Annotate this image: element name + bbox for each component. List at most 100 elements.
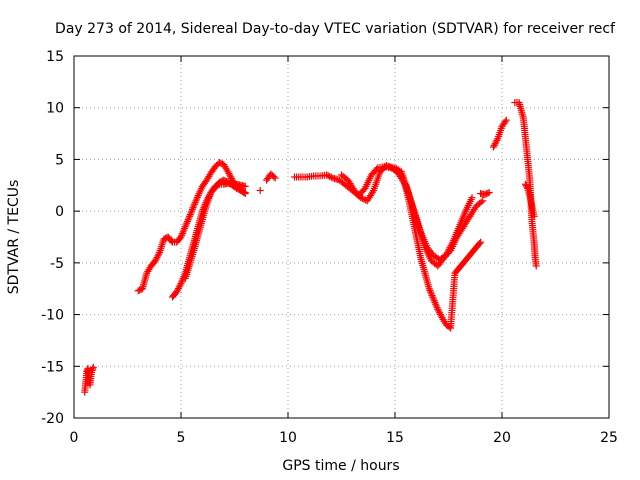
y-tick-label: -10 xyxy=(41,308,64,324)
series-arc-c xyxy=(181,179,249,282)
series-peak-fall xyxy=(511,99,540,270)
data-point xyxy=(426,286,434,294)
data-point xyxy=(180,226,188,234)
series-peak-side xyxy=(522,180,538,220)
plot-frame xyxy=(73,55,610,419)
data-point xyxy=(479,197,487,205)
data-point xyxy=(490,141,498,149)
data-point xyxy=(225,169,233,177)
data-point xyxy=(177,233,185,241)
data-point xyxy=(436,309,444,317)
x-tick-label: 20 xyxy=(493,430,511,446)
data-point xyxy=(241,182,249,190)
data-point xyxy=(174,286,182,294)
series-short-arc xyxy=(263,170,279,184)
data-point xyxy=(434,305,442,313)
data-point xyxy=(178,231,186,239)
data-point xyxy=(181,223,189,231)
data-point xyxy=(187,209,195,217)
y-tick-label: -5 xyxy=(50,256,64,272)
data-point xyxy=(185,214,193,222)
data-point xyxy=(224,168,232,176)
series-midday-1 xyxy=(290,163,485,332)
data-point xyxy=(429,293,437,301)
data-point xyxy=(523,183,531,191)
data-point xyxy=(431,299,439,307)
data-point xyxy=(501,118,509,126)
data-point xyxy=(151,257,159,265)
data-point xyxy=(430,297,438,305)
data-point xyxy=(173,288,181,296)
data-point xyxy=(326,172,334,180)
data-point xyxy=(154,252,162,260)
data-point xyxy=(532,262,540,270)
data-point xyxy=(502,116,510,124)
data-point xyxy=(485,189,493,197)
series-early-cluster xyxy=(81,363,97,396)
data-point xyxy=(184,216,192,224)
y-tick-label: 0 xyxy=(55,204,64,220)
data-point xyxy=(323,171,331,179)
data-point xyxy=(152,255,160,263)
data-point xyxy=(179,228,187,236)
data-point xyxy=(183,217,191,225)
data-point xyxy=(436,310,444,318)
data-point xyxy=(369,188,377,196)
data-point xyxy=(433,304,441,312)
data-point xyxy=(191,199,199,207)
data-point xyxy=(155,250,163,258)
data-point xyxy=(327,173,335,181)
data-point xyxy=(432,302,440,310)
data-point xyxy=(188,207,196,215)
data-point xyxy=(492,138,500,146)
data-marks xyxy=(81,99,540,396)
data-point xyxy=(192,197,200,205)
data-point xyxy=(240,188,248,196)
data-point xyxy=(227,173,235,181)
x-tick-label: 10 xyxy=(279,430,297,446)
series-evening-rise xyxy=(489,116,510,151)
data-point xyxy=(89,363,97,371)
data-point xyxy=(477,238,485,246)
data-point xyxy=(432,300,440,308)
data-point xyxy=(324,172,332,180)
data-point xyxy=(358,194,366,202)
data-point xyxy=(174,285,182,293)
data-point xyxy=(178,278,186,286)
x-tick-label: 15 xyxy=(386,430,404,446)
data-point xyxy=(476,239,484,247)
data-point xyxy=(178,230,186,238)
data-point xyxy=(241,189,249,197)
data-point xyxy=(435,307,443,315)
y-tick-label: 15 xyxy=(46,49,64,65)
data-point xyxy=(191,200,199,208)
data-point xyxy=(489,143,497,151)
x-tick-label: 5 xyxy=(177,430,186,446)
data-point xyxy=(167,237,175,245)
series-isolated xyxy=(256,186,264,194)
data-point xyxy=(175,283,183,291)
data-point xyxy=(270,173,278,181)
data-point xyxy=(190,202,198,210)
x-axis-label: GPS time / hours xyxy=(282,458,399,474)
data-point xyxy=(468,194,476,202)
y-axis-label: SDTVAR / TECUs xyxy=(6,180,22,295)
data-point xyxy=(427,290,435,298)
data-point xyxy=(183,219,191,227)
data-point xyxy=(188,205,196,213)
data-point xyxy=(491,140,499,148)
data-point xyxy=(176,281,184,289)
data-point xyxy=(193,195,201,203)
data-point xyxy=(182,221,190,229)
data-point xyxy=(477,198,485,206)
data-point xyxy=(186,212,194,220)
data-point xyxy=(214,181,222,189)
data-point xyxy=(428,292,436,300)
data-point xyxy=(484,189,492,197)
data-point xyxy=(357,194,365,202)
data-point xyxy=(226,171,234,179)
chart-title: Day 273 of 2014, Sidereal Day-to-day VTE… xyxy=(55,21,616,37)
y-tick-label: -15 xyxy=(41,359,64,375)
y-tick-label: -20 xyxy=(41,411,64,427)
